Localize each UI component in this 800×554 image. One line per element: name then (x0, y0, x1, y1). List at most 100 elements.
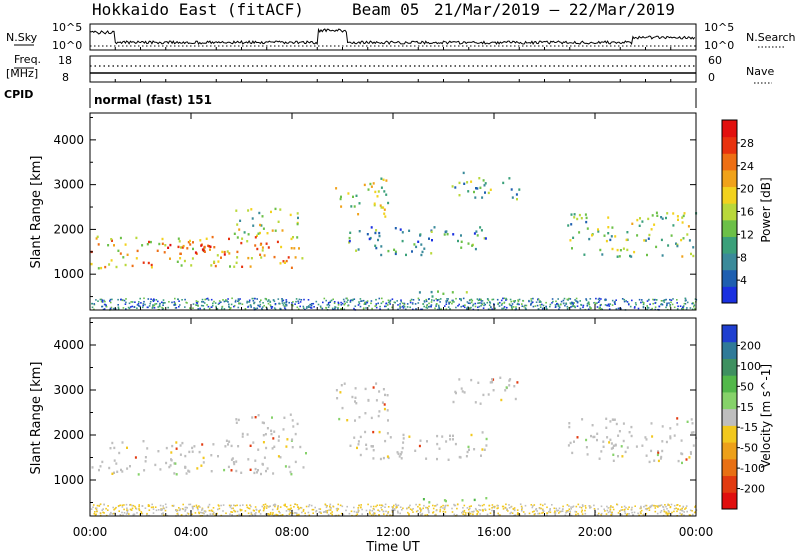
data-cell (430, 230, 433, 233)
ground-cell (264, 503, 267, 506)
ground-cell (174, 297, 176, 300)
data-cell (249, 468, 252, 471)
data-cell (142, 261, 145, 264)
data-cell (443, 499, 446, 502)
ground-cell (468, 511, 471, 514)
ground-cell (425, 300, 428, 303)
ground-cell (648, 298, 650, 301)
ground-cell (474, 302, 477, 305)
ground-cell (337, 508, 340, 510)
ground-cell (101, 305, 104, 308)
ground-cell (249, 504, 251, 506)
ground-cell (407, 511, 409, 514)
ground-cell (234, 299, 237, 302)
ground-cell (559, 510, 561, 513)
data-cell (298, 247, 300, 250)
ground-cell (164, 302, 166, 304)
colorbar-segment (722, 269, 737, 287)
data-cell (641, 444, 644, 447)
ground-cell (197, 508, 199, 511)
ground-cell (374, 512, 376, 515)
ground-cell (196, 506, 199, 508)
data-cell (650, 422, 653, 425)
data-cell (176, 260, 179, 263)
ground-cell (214, 514, 216, 517)
ground-cell (206, 514, 209, 516)
ground-cell (202, 301, 205, 303)
ground-cell (665, 511, 668, 514)
data-cell (570, 213, 573, 216)
y-tick-label: 2000 (53, 222, 84, 236)
ground-cell (262, 509, 265, 512)
ground-cell (646, 308, 648, 311)
ground-cell (668, 511, 670, 513)
data-cell (687, 225, 690, 228)
ground-cell (99, 503, 102, 505)
data-cell (200, 244, 203, 247)
data-cell (489, 188, 492, 191)
data-cell (370, 416, 373, 420)
data-cell (608, 441, 611, 444)
data-cell (174, 462, 177, 465)
ground-cell (174, 304, 177, 306)
ground-cell (538, 512, 541, 515)
ground-cell (673, 508, 676, 510)
data-cell (378, 234, 381, 238)
freq-tick-bottom: 8 (62, 71, 69, 84)
ground-cell (254, 513, 257, 516)
ground-cell (410, 298, 413, 301)
data-cell (605, 239, 608, 243)
data-cell (187, 241, 190, 244)
ground-cell (658, 305, 660, 308)
ground-cell (532, 505, 534, 507)
data-cell (193, 445, 196, 448)
ground-cell (351, 299, 354, 302)
ground-cell (278, 302, 280, 305)
ground-cell (352, 298, 354, 301)
ground-cell (577, 512, 579, 515)
ground-cell (94, 514, 97, 516)
ground-cell (531, 506, 534, 509)
ground-cell (146, 512, 148, 515)
ground-cell (411, 302, 414, 304)
ground-cell (546, 308, 548, 310)
data-cell (586, 227, 589, 230)
ground-cell (409, 306, 411, 309)
data-cell (104, 265, 107, 269)
ground-cell (670, 299, 673, 301)
data-cell (643, 239, 646, 242)
ground-cell (331, 511, 333, 513)
ground-cell (422, 507, 424, 510)
ground-cell (302, 307, 305, 309)
data-cell (271, 416, 273, 419)
data-cell (200, 464, 203, 467)
ground-cell (237, 306, 240, 309)
ground-cell (660, 303, 662, 306)
ground-cell (112, 506, 114, 509)
ground-cell (497, 512, 499, 515)
ground-cell (387, 308, 390, 310)
ground-cell (566, 511, 569, 513)
ground-cell (539, 301, 541, 303)
ground-cell (152, 300, 155, 302)
ground-cell (136, 307, 138, 309)
data-cell (657, 459, 660, 463)
ground-cell (565, 512, 567, 514)
data-cell (690, 431, 693, 434)
data-cell (622, 422, 625, 425)
ground-cell (312, 508, 315, 511)
station-title: Hokkaido East (fitACF) (92, 0, 304, 19)
date-range: 21/Mar/2019 – 22/Mar/2019 (434, 0, 675, 19)
ground-cell (579, 307, 582, 310)
ground-cell (586, 305, 589, 307)
ground-cell (482, 307, 485, 309)
ground-cell (666, 508, 668, 510)
data-cell (154, 463, 157, 467)
ground-cell (148, 305, 151, 307)
ground-cell (246, 300, 248, 303)
data-cell (385, 179, 388, 182)
data-cell (375, 229, 378, 232)
data-cell (573, 440, 575, 443)
data-cell (357, 440, 360, 443)
ground-cell (370, 505, 372, 508)
